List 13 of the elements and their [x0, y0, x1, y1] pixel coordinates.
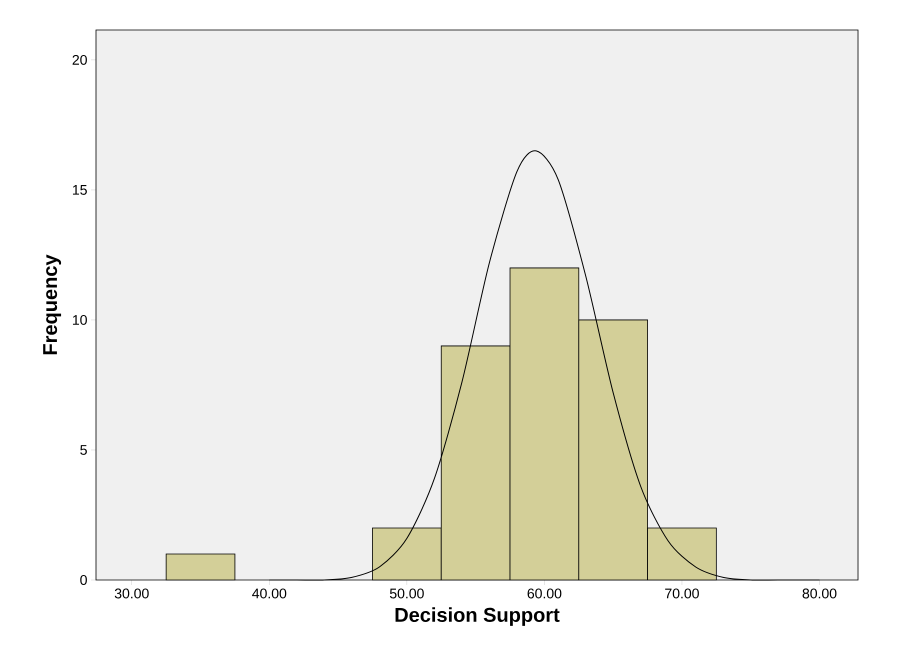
- y-axis-title: Frequency: [43, 254, 62, 354]
- x-axis-title: Decision Support: [396, 607, 560, 626]
- x-tick-label: 60.00: [528, 588, 562, 598]
- y-tick-label: 0: [80, 575, 87, 585]
- y-tick-label: 15: [72, 185, 87, 195]
- y-tick-label: 20: [72, 54, 87, 65]
- x-tick-label: 30.00: [114, 588, 149, 598]
- y-tick-label: 10: [72, 314, 87, 325]
- x-tick-label: 70.00: [665, 588, 699, 598]
- y-tick-label: 5: [80, 445, 87, 455]
- x-tick-label: 80.00: [802, 588, 836, 598]
- x-tick-label: 50.00: [390, 588, 424, 598]
- x-tick-label: 40.00: [252, 588, 286, 598]
